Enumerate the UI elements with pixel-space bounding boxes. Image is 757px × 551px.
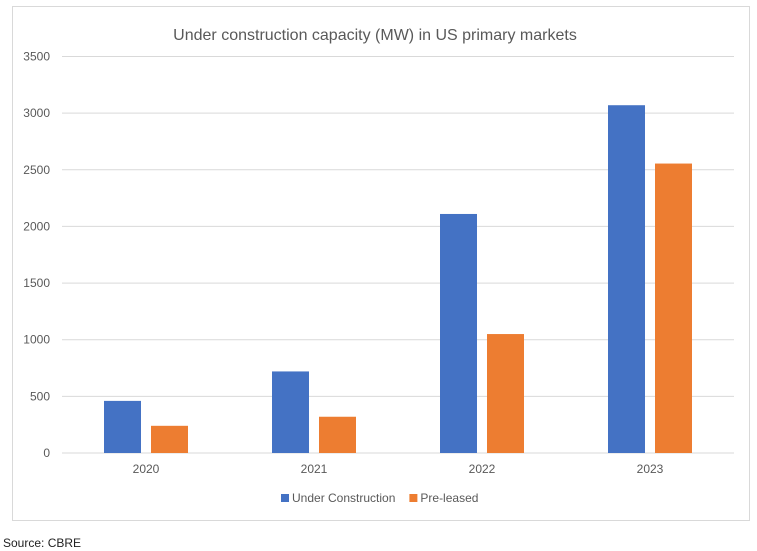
y-tick-label: 0: [43, 446, 50, 460]
bar-under-construction-2023: [608, 105, 645, 453]
legend-swatch: [409, 494, 418, 502]
chart-title: Under construction capacity (MW) in US p…: [173, 27, 577, 44]
bar-pre-leased-2022: [487, 334, 524, 453]
y-tick-label: 500: [30, 389, 50, 403]
legend-label: Pre-leased: [420, 491, 478, 505]
x-tick-label: 2022: [469, 462, 496, 476]
bar-under-construction-2020: [104, 400, 141, 453]
x-tick-label: 2020: [133, 462, 160, 476]
y-tick-label: 3500: [23, 50, 50, 64]
bar-pre-leased-2021: [319, 416, 356, 453]
bar-under-construction-2021: [272, 371, 309, 453]
chart-frame: [12, 6, 750, 521]
y-tick-label: 1500: [23, 276, 50, 290]
source-note: Source: CBRE: [3, 536, 82, 550]
x-tick-label: 2021: [301, 462, 328, 476]
y-tick-label: 1000: [23, 333, 50, 347]
bar-pre-leased-2023: [655, 163, 692, 453]
y-tick-label: 2000: [23, 219, 50, 233]
legend-swatch: [281, 494, 289, 502]
bar-pre-leased-2020: [151, 425, 188, 453]
y-tick-label: 2500: [23, 163, 50, 177]
x-tick-label: 2023: [637, 462, 664, 476]
y-tick-label: 3000: [23, 106, 50, 120]
legend-label: Under Construction: [292, 491, 395, 505]
bar-under-construction-2022: [440, 213, 477, 453]
